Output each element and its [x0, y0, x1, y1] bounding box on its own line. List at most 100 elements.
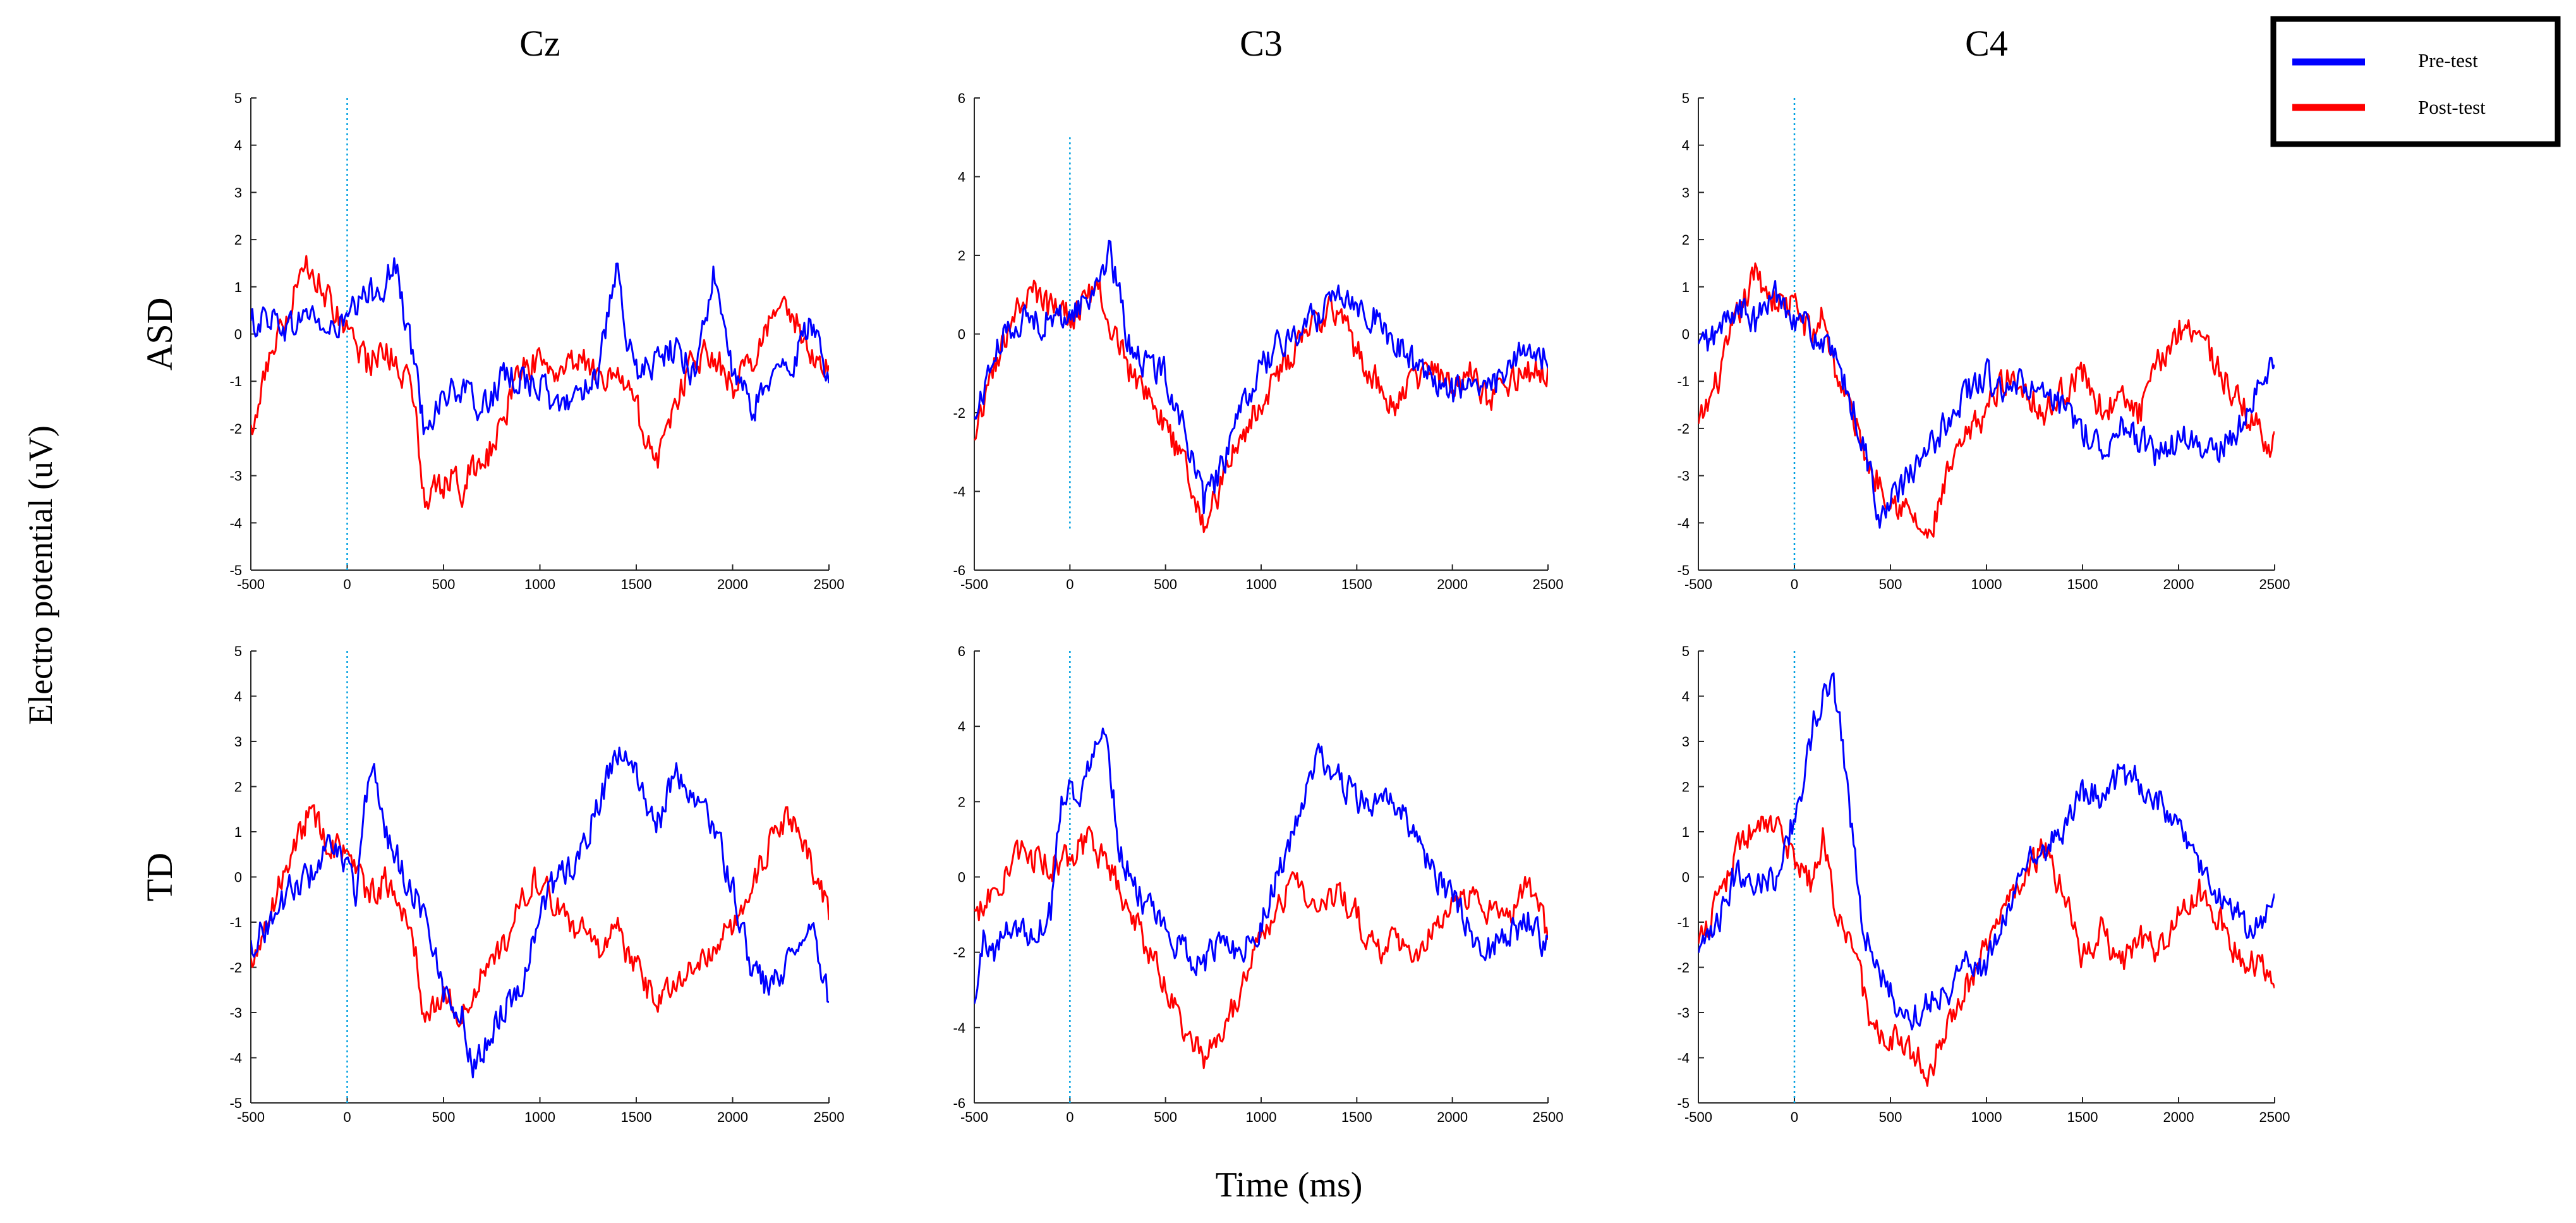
y-tick-label: 4	[234, 689, 242, 705]
series-line-post-test	[251, 255, 829, 510]
legend: Pre-test Post-test	[2270, 16, 2561, 147]
y-tick-label: 2	[1682, 232, 1690, 248]
y-tick-label: -1	[229, 915, 242, 930]
y-tick-label: 4	[958, 169, 965, 185]
x-tick-label: -500	[237, 576, 265, 592]
y-tick-label: 2	[234, 232, 242, 248]
x-tick-label: 2500	[1533, 576, 1564, 592]
x-tick-label: 2000	[717, 1109, 748, 1125]
panel-asd-cz: -500 0 500 1000 1500 2000 2500 -5 -4 -3 -2 -1 0 1 2 3 4 5	[229, 90, 844, 592]
x-tick-label: 2000	[2163, 1109, 2194, 1125]
y-tick-label: -2	[229, 960, 242, 976]
x-tick-label: 500	[1879, 576, 1902, 592]
y-tick-label: 5	[1682, 90, 1690, 106]
y-tick-label: 6	[958, 90, 965, 106]
y-tick-label: -3	[229, 468, 242, 484]
y-tick-label: 3	[234, 185, 242, 200]
y-tick-label: 4	[1682, 689, 1690, 705]
x-tick-label: 2000	[1437, 1109, 1468, 1125]
legend-box	[2270, 16, 2561, 147]
x-tick-label: 1000	[524, 1109, 555, 1125]
series-line-post-test	[251, 804, 829, 1028]
x-tick-label: 500	[1154, 1109, 1177, 1125]
x-tick-label: 2500	[2259, 1109, 2290, 1125]
y-tick-label: 2	[1682, 779, 1690, 795]
y-tick-label: 5	[1682, 643, 1690, 659]
x-tick-label: 0	[343, 576, 351, 592]
y-tick-label: 0	[234, 870, 242, 885]
x-tick-label: -500	[1684, 1109, 1712, 1125]
x-tick-label: 1000	[1971, 576, 2002, 592]
series-line-post-test	[974, 825, 1548, 1069]
legend-label-pre-test: Pre-test	[2418, 49, 2478, 71]
figure-x-axis-label: Time (ms)	[1216, 1165, 1363, 1205]
row-title-td: TD	[139, 853, 180, 901]
panel-td-c3: -500 0 500 1000 1500 2000 2500 -6 -4 -2 0 2 4 6	[953, 643, 1563, 1125]
y-tick-label: 3	[1682, 185, 1690, 200]
y-tick-label: 0	[234, 327, 242, 343]
x-tick-label: 1500	[1341, 1109, 1372, 1125]
x-tick-label: 2500	[2259, 576, 2290, 592]
y-tick-label: 1	[1682, 824, 1690, 840]
y-tick-label: -5	[229, 1095, 242, 1111]
y-tick-label: -2	[953, 405, 965, 421]
y-tick-label: 0	[958, 870, 965, 885]
series-line-post-test	[1698, 262, 2275, 539]
y-tick-label: -6	[953, 563, 965, 578]
figure-y-axis-label: Electro potential (uV)	[21, 425, 59, 725]
y-tick-label: 0	[958, 327, 965, 343]
x-tick-label: 0	[343, 1109, 351, 1125]
y-tick-label: -6	[953, 1095, 965, 1111]
x-tick-label: 1500	[621, 1109, 652, 1125]
x-tick-label: 0	[1791, 576, 1798, 592]
x-tick-label: -500	[1684, 576, 1712, 592]
y-tick-label: -5	[1677, 1095, 1690, 1111]
x-tick-label: 500	[1879, 1109, 1902, 1125]
x-tick-label: 2500	[814, 576, 845, 592]
column-title-c4: C4	[1965, 23, 2008, 64]
y-tick-label: 6	[958, 643, 965, 659]
y-tick-label: 2	[958, 248, 965, 264]
series-line-pre-test	[251, 257, 829, 435]
x-tick-label: 2500	[1533, 1109, 1564, 1125]
series-line-post-test	[1698, 815, 2275, 1087]
panel-td-c4: -500 0 500 1000 1500 2000 2500 -5 -4 -3 -2 -1 0 1 2 3 4 5	[1677, 643, 2290, 1125]
row-title-asd: ASD	[139, 297, 180, 370]
y-tick-label: -2	[953, 945, 965, 961]
y-tick-label: -2	[229, 421, 242, 437]
series-line-pre-test	[251, 746, 829, 1079]
x-tick-label: 1500	[2067, 1109, 2098, 1125]
x-tick-label: 1000	[524, 576, 555, 592]
series-line-pre-test	[974, 727, 1548, 1004]
y-tick-label: 3	[234, 734, 242, 750]
y-tick-label: 0	[1682, 870, 1690, 885]
y-tick-label: 0	[1682, 327, 1690, 343]
series-line-pre-test	[1698, 672, 2275, 1031]
series-line-pre-test	[1698, 280, 2275, 529]
y-tick-label: -5	[229, 563, 242, 578]
x-tick-label: 2000	[2163, 576, 2194, 592]
x-tick-label: 0	[1791, 1109, 1798, 1125]
legend-label-post-test: Post-test	[2418, 96, 2486, 118]
y-tick-label: -3	[1677, 468, 1690, 484]
x-tick-label: 1000	[1246, 576, 1277, 592]
x-tick-label: 0	[1066, 576, 1073, 592]
y-tick-label: 1	[1682, 279, 1690, 295]
y-tick-label: -4	[1677, 1050, 1690, 1066]
x-tick-label: 2000	[1437, 576, 1468, 592]
x-tick-label: -500	[960, 1109, 988, 1125]
x-tick-label: 1000	[1971, 1109, 2002, 1125]
x-tick-label: 500	[1154, 576, 1177, 592]
y-tick-label: 5	[234, 643, 242, 659]
x-tick-label: 2000	[717, 576, 748, 592]
panel-asd-c3: -500 0 500 1000 1500 2000 2500 -6 -4 -2 0 2 4 6	[953, 90, 1563, 592]
y-tick-label: -2	[1677, 960, 1690, 976]
y-tick-label: 4	[958, 719, 965, 734]
column-title-cz: Cz	[519, 23, 560, 64]
y-tick-label: -4	[953, 484, 965, 500]
y-tick-label: -1	[229, 374, 242, 389]
y-tick-label: -3	[229, 1005, 242, 1021]
y-tick-label: -2	[1677, 421, 1690, 437]
x-tick-label: 1000	[1246, 1109, 1277, 1125]
